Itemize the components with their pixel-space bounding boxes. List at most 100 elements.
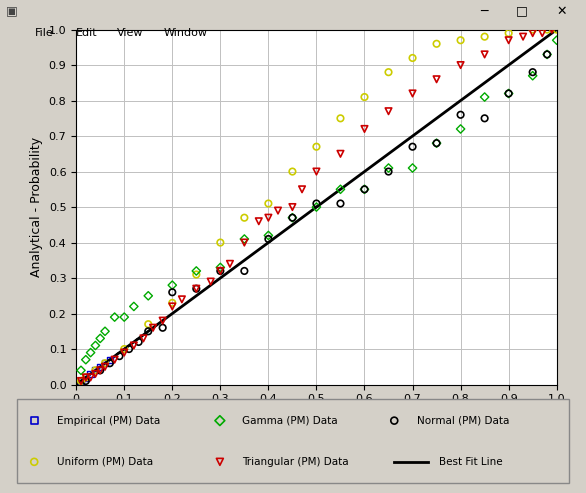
- Point: [360, 93, 369, 101]
- Point: [120, 349, 129, 356]
- Point: [206, 278, 216, 285]
- Point: [168, 303, 177, 311]
- Point: [456, 125, 465, 133]
- Text: ✕: ✕: [557, 4, 567, 18]
- Point: [264, 200, 273, 208]
- Point: [384, 68, 393, 76]
- Point: [312, 168, 321, 176]
- Point: [432, 139, 441, 147]
- Point: [390, 417, 399, 424]
- Point: [91, 370, 100, 378]
- Point: [120, 345, 129, 353]
- Point: [384, 107, 393, 115]
- Point: [528, 29, 537, 37]
- Point: [480, 114, 489, 122]
- Point: [105, 356, 114, 364]
- Text: Triangular (PM) Data: Triangular (PM) Data: [243, 457, 349, 467]
- Point: [216, 239, 225, 246]
- Point: [81, 377, 90, 385]
- Point: [528, 26, 537, 34]
- Point: [480, 50, 489, 58]
- Point: [144, 292, 153, 300]
- Point: [215, 417, 224, 424]
- Point: [129, 342, 138, 350]
- Text: □: □: [516, 4, 527, 18]
- Point: [547, 26, 557, 34]
- Point: [225, 260, 234, 268]
- Point: [158, 317, 168, 324]
- Point: [158, 324, 168, 332]
- Point: [543, 26, 552, 34]
- Point: [543, 50, 552, 58]
- X-axis label: Observed - Probability: Observed - Probability: [247, 410, 386, 423]
- Point: [81, 356, 90, 364]
- Point: [504, 29, 513, 37]
- Point: [192, 285, 201, 293]
- Point: [456, 61, 465, 69]
- Point: [148, 324, 158, 332]
- Point: [336, 185, 345, 193]
- Point: [504, 90, 513, 98]
- Point: [432, 75, 441, 83]
- Point: [115, 352, 124, 360]
- Point: [139, 334, 148, 342]
- Point: [120, 313, 129, 321]
- Point: [177, 295, 186, 303]
- Point: [264, 232, 273, 240]
- Point: [168, 288, 177, 296]
- Text: ─: ─: [481, 4, 488, 18]
- Point: [216, 267, 225, 275]
- Point: [240, 235, 249, 243]
- Text: Empirical (PM) Data: Empirical (PM) Data: [57, 416, 160, 425]
- Point: [528, 72, 537, 80]
- Point: [543, 50, 552, 58]
- Point: [312, 200, 321, 208]
- Point: [110, 313, 120, 321]
- Y-axis label: Analytical - Probability: Analytical - Probability: [30, 137, 43, 277]
- Point: [519, 33, 528, 40]
- Point: [480, 93, 489, 101]
- Point: [216, 267, 225, 275]
- Point: [432, 139, 441, 147]
- Point: [504, 90, 513, 98]
- Point: [288, 214, 297, 222]
- Point: [134, 338, 144, 346]
- Point: [264, 235, 273, 243]
- Point: [76, 377, 86, 385]
- Point: [192, 271, 201, 279]
- Text: Uniform (PM) Data: Uniform (PM) Data: [57, 457, 153, 467]
- Point: [100, 327, 110, 335]
- Point: [528, 68, 537, 76]
- Point: [384, 168, 393, 176]
- Point: [504, 36, 513, 44]
- Point: [76, 377, 86, 385]
- Point: [96, 363, 105, 371]
- Point: [384, 164, 393, 172]
- Point: [144, 320, 153, 328]
- Point: [336, 200, 345, 208]
- Point: [273, 207, 282, 214]
- Point: [297, 185, 306, 193]
- Point: [86, 349, 96, 356]
- Point: [100, 359, 110, 367]
- Point: [91, 342, 100, 350]
- Point: [408, 54, 417, 62]
- Point: [86, 374, 96, 382]
- Point: [360, 185, 369, 193]
- Text: Gamma (PM) Data: Gamma (PM) Data: [243, 416, 338, 425]
- Point: [336, 114, 345, 122]
- Point: [552, 36, 561, 44]
- Point: [86, 370, 96, 378]
- Point: [96, 334, 105, 342]
- Point: [215, 458, 224, 466]
- Point: [81, 374, 90, 382]
- Point: [312, 203, 321, 211]
- Point: [360, 185, 369, 193]
- Point: [192, 267, 201, 275]
- Point: [168, 281, 177, 289]
- Point: [81, 374, 90, 382]
- Point: [76, 377, 86, 385]
- Text: Normal (PM) Data: Normal (PM) Data: [417, 416, 509, 425]
- Point: [254, 217, 264, 225]
- Point: [96, 366, 105, 374]
